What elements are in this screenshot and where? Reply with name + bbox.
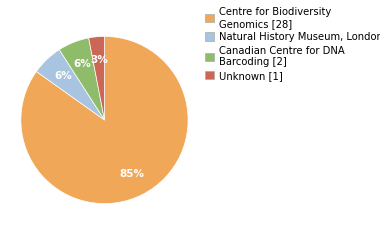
Text: 6%: 6% [73,59,91,69]
Text: 85%: 85% [120,168,144,179]
Wedge shape [21,36,188,204]
Text: 3%: 3% [90,55,108,65]
Legend: Centre for Biodiversity
Genomics [28], Natural History Museum, London [2], Canad: Centre for Biodiversity Genomics [28], N… [203,5,380,83]
Text: 6%: 6% [54,72,72,81]
Wedge shape [59,38,104,120]
Wedge shape [89,36,105,120]
Wedge shape [36,50,105,120]
